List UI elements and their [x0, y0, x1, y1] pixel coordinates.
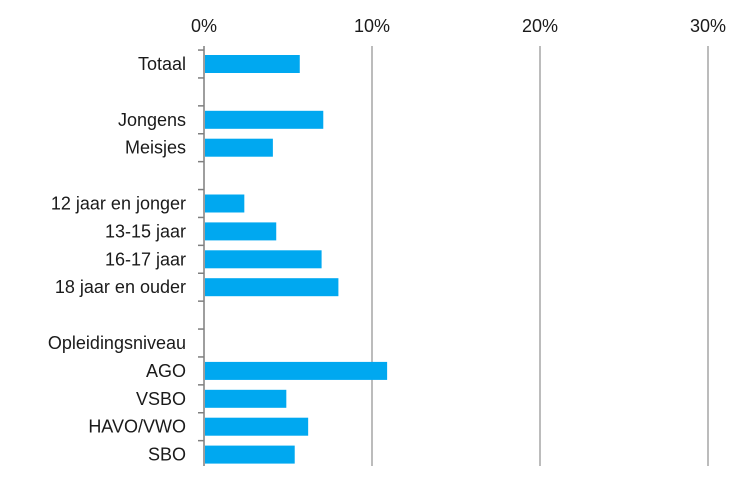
category-label: Totaal: [138, 54, 186, 74]
bar: [205, 445, 295, 464]
x-tick-label: 0%: [191, 16, 217, 36]
x-tick-label: 30%: [690, 16, 726, 36]
category-label: Jongens: [118, 110, 186, 130]
bar: [205, 250, 322, 269]
category-label: HAVO/VWO: [88, 417, 186, 437]
bars: [205, 55, 388, 464]
category-label: Meisjes: [125, 138, 186, 158]
bar: [205, 55, 300, 73]
category-label: 12 jaar en jonger: [51, 194, 186, 214]
x-axis-tick-labels: 0% 10% 20% 30%: [191, 16, 726, 36]
category-axis: [198, 46, 205, 466]
gridlines: [371, 46, 709, 466]
category-label: 18 jaar en ouder: [55, 277, 186, 297]
category-label: AGO: [146, 361, 186, 381]
bar: [205, 194, 245, 213]
bar: [205, 222, 277, 241]
x-tick-label: 10%: [354, 16, 390, 36]
category-labels: Totaal Jongens Meisjes 12 jaar en jonger 13-…: [48, 54, 186, 465]
bar: [205, 361, 388, 380]
category-label: 16-17 jaar: [105, 249, 186, 269]
category-label: SBO: [148, 445, 186, 465]
bar: [205, 389, 287, 408]
bar: [205, 417, 309, 436]
category-label: VSBO: [136, 389, 186, 409]
category-label: 13-15 jaar: [105, 221, 186, 241]
category-label: Opleidingsniveau: [48, 333, 186, 353]
x-tick-label: 20%: [522, 16, 558, 36]
bar: [205, 110, 324, 129]
bar: [205, 138, 273, 157]
bar: [205, 278, 339, 297]
